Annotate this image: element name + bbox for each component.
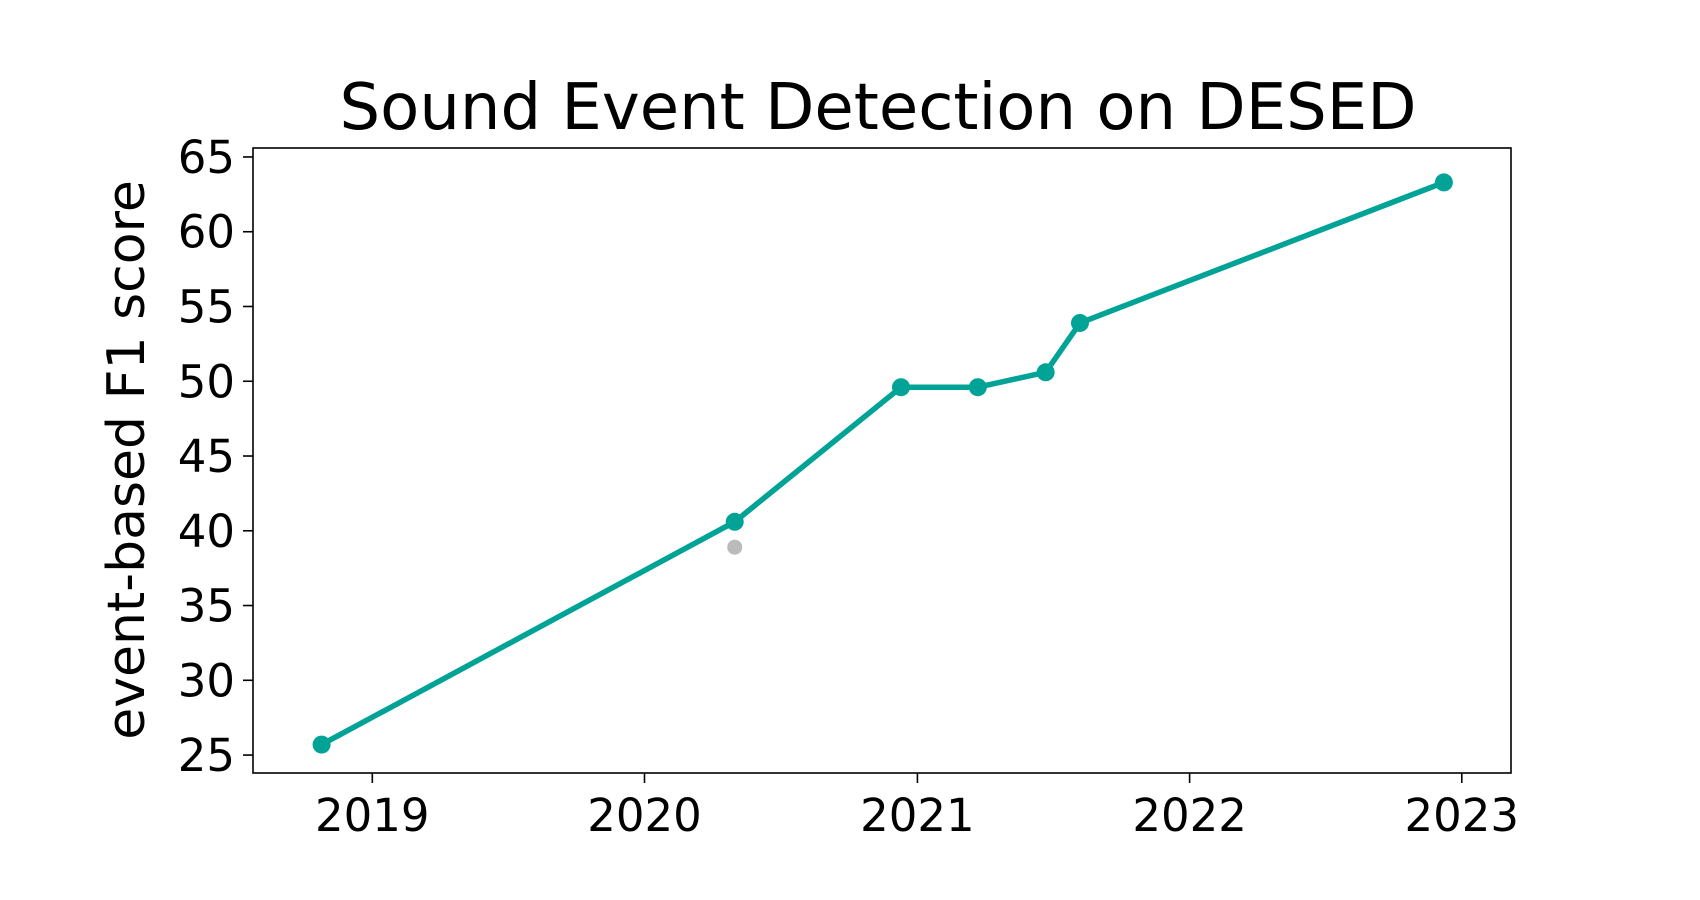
y-tick-label: 60 — [178, 206, 235, 259]
y-tick-label: 35 — [178, 580, 235, 633]
x-tick-label: 2023 — [1405, 789, 1520, 842]
y-tick-label: 45 — [178, 430, 235, 483]
y-tick-label: 65 — [178, 131, 235, 184]
y-axis: 25 30 35 40 45 50 55 60 65 — [178, 131, 253, 782]
x-tick-label: 2020 — [587, 789, 702, 842]
data-point — [1434, 173, 1453, 192]
data-point — [1036, 363, 1055, 382]
y-axis-label: event-based F1 score — [97, 180, 157, 740]
data-point — [968, 378, 987, 397]
data-point — [725, 512, 744, 531]
series-line — [318, 179, 1447, 748]
series-layer — [312, 173, 1453, 754]
y-tick-label: 40 — [178, 505, 235, 558]
x-axis: 2019 2020 2021 2022 2023 — [315, 773, 1519, 842]
x-tick-label: 2022 — [1132, 789, 1247, 842]
chart-title: Sound Event Detection on DESED — [340, 71, 1417, 145]
plot-frame — [252, 147, 1512, 774]
data-point — [1070, 313, 1089, 332]
y-tick-label: 30 — [178, 654, 235, 707]
other-point — [727, 539, 743, 555]
y-tick-label: 50 — [178, 355, 235, 408]
y-tick-label: 25 — [178, 729, 235, 782]
data-point — [892, 378, 911, 397]
data-point — [312, 735, 331, 754]
x-tick-label: 2021 — [860, 789, 975, 842]
y-tick-label: 55 — [178, 280, 235, 333]
x-tick-label: 2019 — [315, 789, 430, 842]
